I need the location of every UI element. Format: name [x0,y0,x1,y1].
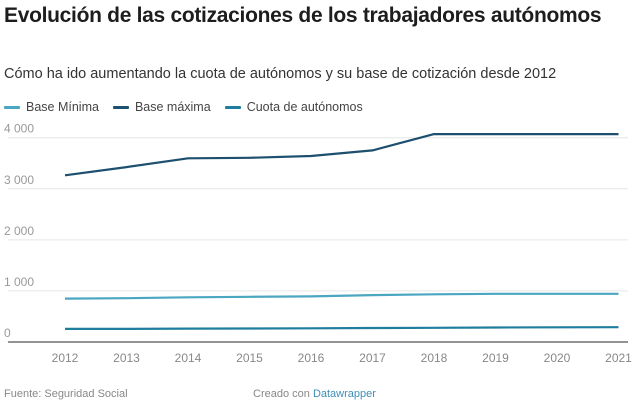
source-note: Fuente: Seguridad Social [4,388,128,400]
x-tick-label: 2014 [175,351,202,365]
x-tick-label: 2017 [359,351,386,365]
series-lines [64,133,619,330]
chart-title: Evolución de las cotizaciones de los tra… [4,4,602,27]
series-line-base-maxima [64,133,619,177]
x-tick-label: 2021 [605,351,632,365]
legend-item-cuota: Cuota de autónomos [224,100,363,114]
y-tick-label: 3 000 [4,173,34,187]
y-tick-label: 2 000 [4,224,34,238]
x-axis-ticks: 2012 2013 2014 2015 2016 2017 2018 2019 2020 2021 [52,351,633,365]
x-tick-label: 2020 [544,351,571,365]
x-tick-label: 2012 [52,351,79,365]
legend-swatch-base-minima [4,105,20,109]
x-tick-label: 2018 [421,351,448,365]
legend-swatch-base-maxima [112,105,129,109]
legend-item-base-minima: Base Mínima [4,100,99,114]
credit-note: Creado con Datawrapper [253,388,376,400]
series-line-cuota-de-autonomos [65,326,619,330]
x-tick-label: 2013 [113,351,140,365]
y-tick-label: 4 000 [4,122,34,136]
x-tick-label: 2015 [236,351,263,365]
legend-swatch-cuota [224,105,241,109]
y-axis-ticks: 0 1 000 2 000 3 000 4 000 [4,122,34,340]
y-tick-label: 0 [4,326,11,340]
chart-legend: Base Mínima Base máxima Cuota de autónom… [4,100,363,114]
grid-lines [8,137,628,343]
y-tick-label: 1 000 [4,275,34,289]
x-tick-label: 2019 [482,351,509,365]
series-line-base-minima [64,292,619,300]
legend-label-cuota: Cuota de autónomos [246,100,363,114]
x-tick-label: 2016 [298,351,325,365]
datawrapper-link[interactable]: Datawrapper [312,388,376,400]
legend-item-base-maxima: Base máxima [112,100,211,114]
credit-prefix: Creado con [253,388,310,400]
chart-subtitle: Cómo ha ido aumentando la cuota de autón… [4,66,557,82]
legend-label-base-maxima: Base máxima [134,100,211,114]
legend-label-base-minima: Base Mínima [26,100,99,114]
